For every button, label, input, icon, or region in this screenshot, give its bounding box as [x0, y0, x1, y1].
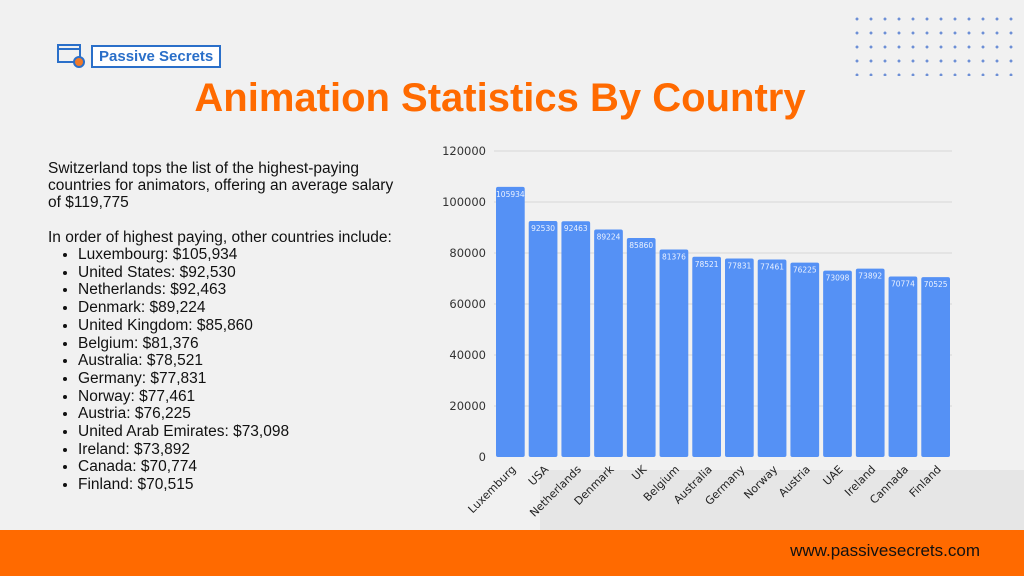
salary-list-item: Austria: $76,225 — [78, 405, 408, 423]
salary-list-item: Norway: $77,461 — [78, 388, 408, 406]
bar — [921, 277, 950, 457]
logo-wordmark: Passive Secrets — [99, 47, 214, 65]
data-label: 77831 — [727, 262, 751, 271]
y-tick-label: 20000 — [449, 399, 486, 413]
bar — [888, 276, 918, 457]
logo: Passive Secrets — [57, 43, 222, 69]
data-label: 73892 — [858, 272, 882, 281]
data-label: 92463 — [564, 224, 588, 233]
bar — [855, 268, 885, 457]
data-label: 105934 — [496, 190, 525, 199]
background-panel — [540, 470, 1024, 530]
salary-list-item: Ireland: $73,892 — [78, 441, 408, 459]
salary-list-item: Luxembourg: $105,934 — [78, 246, 408, 264]
salary-list: Luxembourg: $105,934United States: $92,5… — [78, 246, 408, 494]
bar — [528, 221, 558, 457]
x-tick-label: Norway — [741, 463, 780, 502]
salary-list-item: Denmark: $89,224 — [78, 299, 408, 317]
browser-gear-icon — [57, 44, 85, 68]
data-label: 73098 — [826, 274, 850, 283]
bar — [790, 262, 820, 457]
bar — [692, 256, 721, 457]
y-tick-label: 120000 — [442, 144, 486, 158]
bar — [823, 270, 852, 457]
salary-list-item: United States: $92,530 — [78, 264, 408, 282]
data-label: 89224 — [597, 232, 621, 241]
data-label: 70525 — [924, 280, 948, 289]
x-tick-label: UK — [629, 462, 650, 483]
bar — [626, 238, 656, 457]
data-label: 85860 — [629, 241, 653, 250]
data-label: 92530 — [531, 224, 555, 233]
salary-list-item: United Kingdom: $85,860 — [78, 317, 408, 335]
bar — [561, 221, 591, 457]
salary-list-item: Canada: $70,774 — [78, 458, 408, 476]
salary-list-item: Finland: $70,515 — [78, 476, 408, 494]
logo-text: Passive Secrets — [91, 44, 222, 68]
bar — [757, 259, 787, 457]
x-tick-label: Austria — [776, 463, 813, 500]
data-label: 81376 — [662, 252, 686, 261]
salary-list-item: Netherlands: $92,463 — [78, 281, 408, 299]
y-tick-label: 40000 — [449, 348, 486, 362]
salary-list-item: Australia: $78,521 — [78, 352, 408, 370]
decorative-dots — [850, 12, 1020, 76]
footer: www.passivesecrets.com — [0, 530, 1024, 576]
bar — [659, 249, 689, 457]
salary-list-item: Belgium: $81,376 — [78, 335, 408, 353]
data-label: 77461 — [760, 262, 784, 271]
data-label: 78521 — [695, 260, 719, 269]
bar — [594, 229, 623, 457]
x-tick-label: UAE — [820, 463, 845, 488]
footer-url[interactable]: www.passivesecrets.com — [790, 541, 980, 560]
bar — [496, 186, 525, 458]
salary-list-item: Germany: $77,831 — [78, 370, 408, 388]
x-tick-label: USA — [526, 463, 552, 489]
description: Switzerland tops the list of the highest… — [48, 160, 408, 494]
data-label: 76225 — [793, 266, 817, 275]
x-tick-label: Finland — [907, 463, 944, 500]
list-intro: In order of highest paying, other countr… — [48, 229, 392, 246]
salary-list-item: United Arab Emirates: $73,098 — [78, 423, 408, 441]
y-tick-label: 100000 — [442, 195, 486, 209]
y-tick-label: 60000 — [449, 297, 486, 311]
y-tick-label: 0 — [479, 450, 486, 464]
intro-text: Switzerland tops the list of the highest… — [48, 160, 394, 211]
page-title: Animation Statistics By Country — [194, 76, 806, 120]
bar — [725, 258, 754, 457]
x-tick-label: Luxemburg — [466, 463, 519, 516]
data-label: 70774 — [891, 280, 915, 289]
y-tick-label: 80000 — [449, 246, 486, 260]
